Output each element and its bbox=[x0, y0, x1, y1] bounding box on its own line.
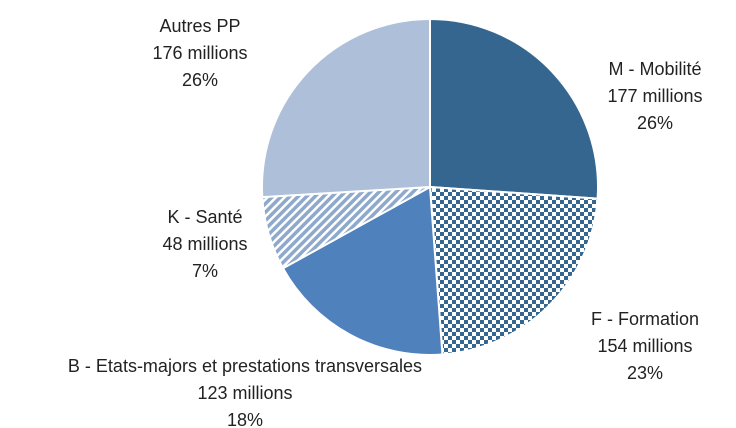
pie-slice bbox=[429, 17, 599, 200]
slice-category: K - Santé bbox=[167, 207, 242, 227]
slice-value-label: 154 millions bbox=[597, 336, 692, 356]
slice-percent-label: 26% bbox=[637, 113, 673, 133]
slice-category: M - Mobilité bbox=[608, 59, 701, 79]
pie-slice bbox=[281, 185, 444, 356]
slice-category: Autres PP bbox=[159, 16, 240, 36]
slice-percent-label: 26% bbox=[182, 70, 218, 90]
slice-category: F - Formation bbox=[591, 309, 699, 329]
slice-value-label: 123 millions bbox=[197, 383, 292, 403]
slice-value-label: 48 millions bbox=[162, 234, 247, 254]
slice-value-label: 177 millions bbox=[607, 86, 702, 106]
slice-percent-label: 7% bbox=[192, 261, 218, 281]
pie-slice bbox=[428, 185, 599, 356]
slice-percent-label: 23% bbox=[627, 363, 663, 383]
pie-slice bbox=[261, 17, 431, 199]
slice-category: B - Etats-majors et prestations transver… bbox=[68, 356, 422, 376]
slice-percent-label: 18% bbox=[227, 410, 263, 428]
slice-value-label: 176 millions bbox=[152, 43, 247, 63]
